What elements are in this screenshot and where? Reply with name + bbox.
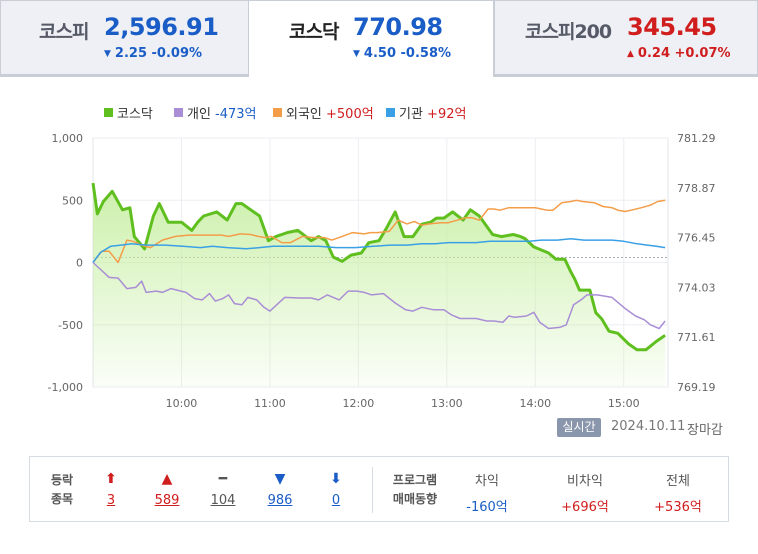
tab-kospi-value: 2,596.91 — [104, 13, 219, 41]
y-right-tick-label: 776.45 — [677, 232, 716, 245]
series-line-index — [91, 182, 666, 352]
program-arbitrage: 차익 -160억 — [442, 470, 532, 515]
x-tick-label: 15:00 — [608, 397, 640, 410]
program-trading-head-line1: 프로그램 — [392, 473, 438, 487]
up-triangle-icon: ▲ — [161, 471, 173, 487]
upper-limit-value[interactable]: 3 — [106, 493, 116, 508]
index-tabs: 코스피 2,596.91 ▼ 2.25 -0.09% 코스닥 770.98 ▼ 4.… — [0, 0, 758, 77]
y-left-tick-label: 500 — [62, 194, 83, 207]
x-tick-label: 12:00 — [343, 397, 375, 410]
lower-limit-value[interactable]: 0 — [331, 493, 341, 508]
tab-kosdaq-change: ▼ 4.50 -0.58% — [353, 46, 451, 61]
program-total: 전체 +536억 — [633, 470, 723, 515]
advance-decline-head-line2: 종목 — [50, 492, 74, 506]
down-triangle-icon: ▼ — [274, 471, 286, 487]
legend-kosdaq-swatch — [104, 108, 113, 117]
tab-kospi200-name: 코스피200 — [525, 21, 612, 43]
tab-kosdaq-name: 코스닥 — [289, 21, 339, 43]
program-non-arbitrage-value: +696억 — [561, 500, 609, 515]
upper-limit-count[interactable]: ⬆ 3 — [86, 469, 136, 508]
legend-individual-text: 개인 -473억 — [187, 107, 257, 122]
legend-foreign-part: 외국인 — [286, 107, 322, 122]
legend-individual-part: 개인 — [187, 107, 211, 122]
tab-kospi-change-text: 2.25 -0.09% — [114, 46, 203, 61]
legend-institution-part: +92억 — [423, 107, 467, 122]
unchanged-dash-icon: ━ — [218, 471, 228, 487]
tab-kospi-name: 코스피 — [39, 21, 89, 43]
legend-foreign-part: +500억 — [322, 107, 374, 122]
unchanged-value[interactable]: 104 — [210, 493, 236, 508]
chart-footer: 실시간 2024.10.11 장마감 — [0, 416, 758, 442]
series-line-foreign — [92, 199, 666, 264]
legend-kosdaq-part: 코스닥 — [117, 107, 153, 122]
panel-divider — [372, 467, 373, 513]
market-session-status: 장마감 — [687, 423, 723, 438]
realtime-badge[interactable]: 실시간 — [557, 418, 601, 437]
lower-limit-count[interactable]: ⬇ 0 — [311, 469, 361, 508]
tab-kospi200-value: 345.45 — [627, 13, 717, 41]
down-triangle-icon: ▼ — [353, 49, 360, 59]
y-right-tick-label: 781.29 — [677, 132, 716, 145]
advance-decline-head-line1: 등락 — [50, 473, 74, 487]
chart-svg: 1,000 500 0 -500 -1,000 781.29 778.87 776.45 774… — [48, 107, 716, 410]
program-trading-head: 프로그램 매매동향 — [375, 471, 455, 509]
program-non-arbitrage: 비차익 +696억 — [540, 470, 630, 515]
y-left-tick-label: -1,000 — [48, 381, 83, 394]
upper-limit-arrow-icon: ⬆ — [105, 471, 117, 487]
intraday-chart: 1,000 500 0 -500 -1,000 781.29 778.87 776.45 774… — [0, 96, 758, 416]
tab-kosdaq-change-text: 4.50 -0.58% — [363, 46, 452, 61]
legend-foreign-swatch — [273, 108, 282, 117]
advancing-count[interactable]: ▲ 589 — [142, 469, 192, 508]
program-non-arbitrage-label: 비차익 — [567, 474, 603, 489]
y-right-tick-label: 774.03 — [677, 281, 716, 294]
declining-count[interactable]: ▼ 986 — [255, 469, 305, 508]
chart-date: 2024.10.11 — [611, 419, 686, 434]
series-line-institution — [92, 238, 666, 263]
program-arbitrage-label: 차익 — [475, 474, 499, 489]
legend-institution-swatch — [386, 108, 395, 117]
up-triangle-icon: ▲ — [627, 49, 634, 59]
tab-kospi200[interactable]: 코스피200 345.45 ▲ 0.24 +0.07% — [494, 0, 758, 77]
legend-individual-part: -473억 — [211, 107, 257, 122]
unchanged-count[interactable]: ━ 104 — [198, 469, 248, 508]
tab-kosdaq[interactable]: 코스닥 770.98 ▼ 4.50 -0.58% — [248, 0, 494, 77]
program-total-value: +536억 — [654, 500, 702, 515]
x-tick-label: 10:00 — [166, 397, 198, 410]
x-tick-label: 11:00 — [254, 397, 286, 410]
tab-kospi200-change: ▲ 0.24 +0.07% — [627, 46, 731, 61]
legend-individual-swatch — [174, 108, 183, 117]
y-left-tick-label: 0 — [76, 257, 83, 270]
legend-kosdaq-text: 코스닥 — [117, 107, 153, 122]
program-arbitrage-value: -160억 — [466, 500, 508, 515]
index-area-fill — [93, 183, 666, 387]
down-triangle-icon: ▼ — [104, 49, 111, 59]
advancing-value[interactable]: 589 — [154, 493, 180, 508]
advance-decline-head: 등락 종목 — [30, 471, 94, 509]
tab-kospi-change: ▼ 2.25 -0.09% — [104, 46, 202, 61]
y-right-tick-label: 778.87 — [677, 182, 716, 195]
y-left-tick-label: 1,000 — [52, 132, 84, 145]
x-tick-label: 14:00 — [519, 397, 551, 410]
tab-kospi[interactable]: 코스피 2,596.91 ▼ 2.25 -0.09% — [0, 0, 248, 77]
program-total-label: 전체 — [666, 474, 690, 489]
lower-limit-arrow-icon: ⬇ — [330, 471, 342, 487]
market-summary-panel: 등락 종목 ⬆ 3 ▲ 589 ━ 104 ▼ 986 ⬇ 0 프로그램 매매동… — [29, 456, 729, 522]
declining-value[interactable]: 986 — [267, 493, 293, 508]
y-right-tick-label: 769.19 — [677, 381, 716, 394]
x-tick-label: 13:00 — [431, 397, 463, 410]
legend-institution-part: 기관 — [399, 107, 423, 122]
y-left-tick-label: -500 — [58, 319, 83, 332]
y-right-tick-label: 771.61 — [677, 331, 716, 344]
legend-foreign-text: 외국인 +500억 — [286, 107, 374, 122]
tab-kosdaq-value: 770.98 — [353, 13, 443, 41]
program-trading-head-line2: 매매동향 — [392, 492, 438, 506]
series-line-individual — [92, 261, 666, 330]
legend-institution-text: 기관 +92억 — [399, 107, 466, 122]
tab-kospi200-change-text: 0.24 +0.07% — [637, 46, 731, 61]
